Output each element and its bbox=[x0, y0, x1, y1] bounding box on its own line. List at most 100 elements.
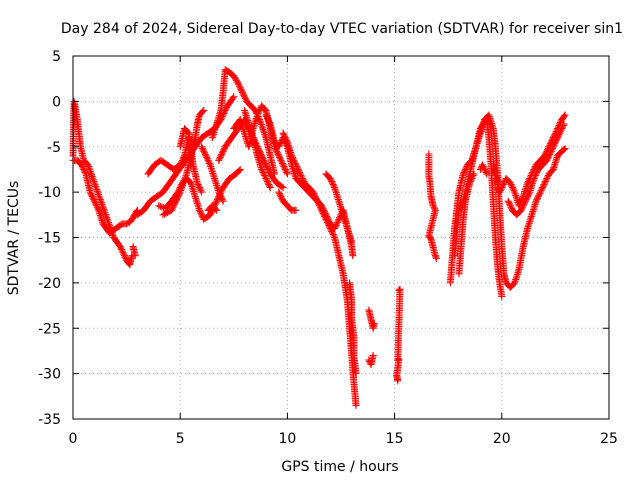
data-point bbox=[283, 168, 291, 176]
data-point bbox=[213, 197, 221, 205]
data-point bbox=[321, 209, 329, 217]
data-point bbox=[276, 191, 284, 199]
data-point bbox=[177, 159, 185, 167]
data-point bbox=[547, 147, 555, 155]
data-point bbox=[552, 137, 560, 145]
data-point bbox=[235, 81, 243, 89]
data-point bbox=[544, 155, 552, 163]
data-point bbox=[237, 85, 245, 93]
data-point bbox=[319, 205, 327, 213]
data-point bbox=[104, 219, 112, 227]
data-point bbox=[215, 188, 223, 196]
data-point bbox=[533, 168, 541, 176]
data-point bbox=[100, 207, 108, 215]
data-point bbox=[466, 178, 474, 186]
data-point bbox=[295, 167, 303, 175]
x-axis-label: GPS time / hours bbox=[281, 459, 398, 475]
data-point bbox=[321, 208, 329, 216]
data-point bbox=[468, 175, 476, 183]
data-point bbox=[95, 192, 103, 200]
data-point bbox=[98, 201, 106, 208]
data-point bbox=[330, 182, 338, 190]
data-point bbox=[181, 173, 189, 181]
data-point bbox=[531, 171, 539, 179]
data-point bbox=[195, 182, 203, 190]
data-point bbox=[232, 75, 240, 83]
data-point bbox=[370, 320, 378, 328]
data-point bbox=[232, 76, 240, 84]
data-point bbox=[257, 120, 265, 128]
data-point bbox=[318, 202, 326, 210]
data-point bbox=[525, 190, 533, 198]
data-point bbox=[556, 129, 564, 137]
data-point bbox=[531, 173, 539, 181]
data-point bbox=[288, 152, 296, 160]
data-point bbox=[258, 165, 266, 173]
data-point bbox=[103, 215, 111, 223]
data-point bbox=[289, 155, 297, 163]
data-point bbox=[265, 167, 273, 175]
data-point bbox=[177, 185, 185, 193]
data-point bbox=[559, 123, 567, 131]
data-point bbox=[263, 162, 271, 170]
data-point bbox=[309, 188, 317, 196]
data-point bbox=[293, 164, 301, 172]
data-point bbox=[369, 351, 377, 359]
y-tick-label: -35 bbox=[38, 412, 61, 428]
data-point bbox=[179, 180, 187, 188]
data-point bbox=[541, 178, 549, 186]
data-point bbox=[279, 184, 287, 192]
data-point bbox=[241, 94, 249, 102]
data-point bbox=[352, 370, 360, 378]
data-point bbox=[198, 143, 206, 151]
data-point bbox=[548, 146, 556, 154]
data-point bbox=[325, 217, 333, 225]
data-point bbox=[195, 206, 203, 214]
data-point bbox=[290, 156, 298, 164]
data-point bbox=[534, 194, 542, 202]
data-point bbox=[104, 217, 112, 225]
data-point bbox=[257, 119, 265, 127]
data-point bbox=[79, 164, 87, 172]
data-point bbox=[523, 194, 531, 202]
data-point bbox=[467, 176, 475, 184]
data-point bbox=[262, 111, 270, 119]
data-point bbox=[93, 202, 101, 210]
data-point bbox=[120, 250, 128, 258]
data-point bbox=[524, 191, 532, 199]
data-point bbox=[175, 191, 183, 199]
data-point bbox=[540, 181, 548, 189]
data-point bbox=[88, 193, 96, 201]
data-point bbox=[254, 109, 262, 117]
data-point bbox=[292, 206, 300, 214]
y-axis-label: SDTVAR / TECUs bbox=[6, 181, 22, 296]
data-point bbox=[239, 90, 247, 98]
data-point bbox=[216, 155, 224, 163]
data-point bbox=[291, 158, 299, 166]
data-point bbox=[482, 168, 490, 176]
data-point bbox=[283, 137, 291, 145]
data-point bbox=[179, 182, 187, 190]
data-point bbox=[546, 150, 554, 158]
data-point bbox=[517, 206, 525, 214]
data-point bbox=[283, 170, 291, 178]
data-point bbox=[275, 143, 283, 151]
data-point bbox=[331, 224, 339, 232]
data-point bbox=[560, 112, 568, 120]
data-point bbox=[87, 169, 95, 177]
data-point bbox=[94, 205, 102, 213]
data-point bbox=[546, 149, 554, 157]
data-point bbox=[520, 200, 528, 208]
data-point bbox=[480, 164, 488, 172]
data-point bbox=[265, 181, 273, 189]
data-point bbox=[557, 126, 565, 134]
data-point bbox=[261, 171, 269, 179]
data-point bbox=[229, 94, 237, 102]
data-point bbox=[178, 183, 186, 191]
data-point bbox=[278, 158, 286, 166]
data-point bbox=[507, 203, 515, 211]
data-point bbox=[506, 179, 514, 187]
data-point bbox=[554, 134, 562, 142]
data-point bbox=[260, 156, 268, 164]
data-point bbox=[96, 196, 104, 204]
